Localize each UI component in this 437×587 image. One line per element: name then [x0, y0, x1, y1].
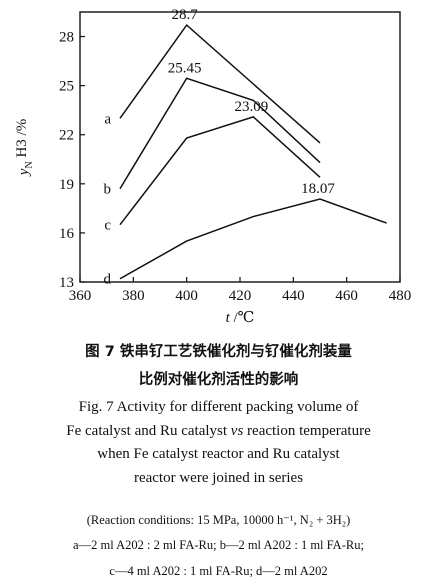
series-label-c: c	[104, 218, 111, 234]
series-line-c	[119, 116, 321, 226]
series-layer	[119, 23, 387, 280]
plot-frame	[79, 11, 401, 283]
line-chart: 13 16 19 22 25 28 360 380 400 420 440 460 480 a b c d 2…	[14, 7, 412, 326]
series-label-b: b	[104, 182, 112, 198]
figure-caption-en: Fig. 7 Activity for different packing vo…	[0, 396, 437, 490]
y-tick-label: 28	[59, 30, 74, 46]
y-tick-label: 13	[59, 275, 74, 291]
x-tick-label: 380	[122, 288, 145, 304]
peak-label-b: 25.45	[168, 60, 202, 76]
y-axis-ticks: 13 16 19 22 25 28	[59, 30, 85, 291]
y-tick-label: 22	[59, 128, 74, 144]
reaction-conditions: (Reaction conditions: 15 MPa, 10000 h⁻¹,…	[86, 513, 351, 527]
y-tick-label: 16	[59, 226, 75, 242]
series-notes-line2: c—4 ml A202 : 1 ml FA-Ru; d—2 ml A202	[109, 564, 328, 578]
caption-en-line: when Fe catalyst reactor and Ru catalyst	[97, 446, 340, 462]
y-tick-label: 19	[59, 177, 74, 193]
x-tick-label: 360	[69, 288, 92, 304]
series-line-d	[119, 198, 387, 280]
figure-caption-cn-line2: 比例对催化剂活性的影响	[138, 372, 299, 388]
caption-en-line: Fig. 7 Activity for different packing vo…	[78, 399, 359, 415]
x-tick-label: 420	[229, 288, 252, 304]
y-tick-label: 25	[59, 79, 74, 95]
peak-label-c: 23.09	[234, 99, 268, 115]
caption-en-line: Fe catalyst and Ru catalyst vs reaction …	[66, 422, 371, 439]
x-tick-label: 440	[282, 288, 305, 304]
figure-caption-cn-line1: 图 7 铁串钌工艺铁催化剂与钌催化剂装量	[85, 344, 352, 360]
x-axis-ticks: 360 380 400 420 440 460 480	[69, 277, 412, 304]
x-tick-label: 480	[389, 288, 412, 304]
labels-layer: a b c d 28.7 25.45 23.09 18.07	[104, 7, 336, 288]
x-tick-label: 460	[335, 288, 358, 304]
series-label-a: a	[104, 111, 111, 127]
x-axis-label: t /℃	[226, 310, 255, 326]
caption-en-line: reactor were joined in series	[133, 469, 304, 486]
series-line-a	[119, 23, 321, 144]
x-tick-label: 400	[175, 288, 198, 304]
series-line-b	[119, 77, 321, 190]
plot-border	[79, 11, 401, 283]
series-label-d: d	[104, 272, 112, 288]
series-notes-line1: a—2 ml A202 : 2 ml FA-Ru; b—2 ml A202 : …	[73, 538, 364, 552]
y-axis-label: yN H3 /%	[14, 119, 35, 177]
peak-label-a: 28.7	[172, 7, 199, 23]
peak-label-d: 18.07	[301, 181, 335, 197]
